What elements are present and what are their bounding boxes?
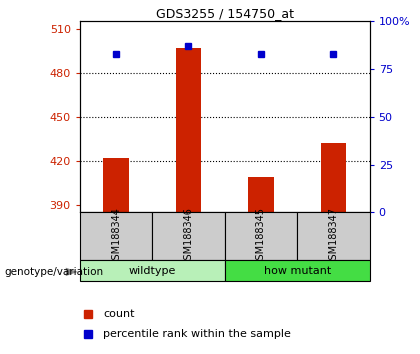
Bar: [225, 212, 297, 260]
Title: GDS3255 / 154750_at: GDS3255 / 154750_at: [156, 7, 294, 20]
Text: percentile rank within the sample: percentile rank within the sample: [103, 329, 291, 339]
Polygon shape: [66, 268, 78, 276]
Bar: [297, 212, 370, 260]
Text: GSM188345: GSM188345: [256, 207, 266, 266]
Text: how mutant: how mutant: [263, 266, 331, 276]
Bar: [80, 260, 225, 281]
Bar: [103, 158, 129, 212]
Text: count: count: [103, 309, 134, 319]
Bar: [80, 212, 152, 260]
Bar: [225, 260, 370, 281]
Bar: [176, 48, 201, 212]
Bar: [321, 143, 346, 212]
Text: GSM188344: GSM188344: [111, 207, 121, 266]
Text: genotype/variation: genotype/variation: [4, 267, 103, 277]
Text: GSM188347: GSM188347: [328, 207, 339, 266]
Text: GSM188346: GSM188346: [184, 207, 194, 266]
Text: wildtype: wildtype: [129, 266, 176, 276]
Bar: [152, 212, 225, 260]
Bar: [248, 177, 273, 212]
